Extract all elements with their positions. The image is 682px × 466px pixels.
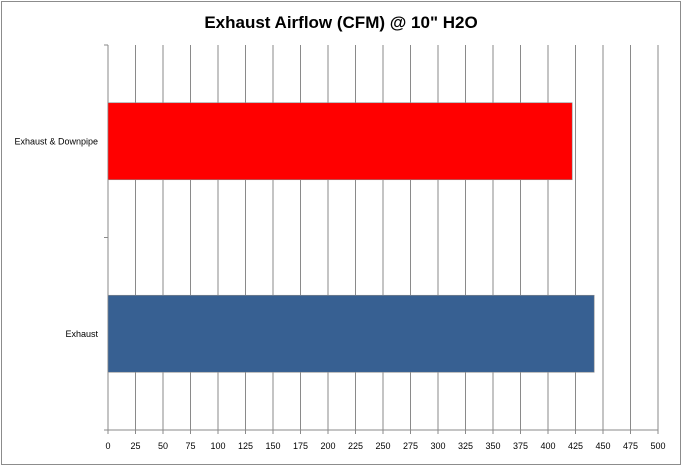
x-tick-label: 200 <box>320 441 335 451</box>
chart-title: Exhaust Airflow (CFM) @ 10" H2O <box>204 13 478 32</box>
x-tick-label: 100 <box>210 441 225 451</box>
x-tick-label: 350 <box>485 441 500 451</box>
x-tick-label: 375 <box>513 441 528 451</box>
x-tick-label: 225 <box>348 441 363 451</box>
x-tick-label: 150 <box>265 441 280 451</box>
x-tick-label: 75 <box>185 441 195 451</box>
x-tick-label: 425 <box>568 441 583 451</box>
x-tick-label: 0 <box>105 441 110 451</box>
bar <box>107 102 573 181</box>
bar <box>107 294 595 373</box>
x-tick-label: 325 <box>458 441 473 451</box>
category-label: Exhaust <box>65 329 98 339</box>
x-tick-label: 50 <box>158 441 168 451</box>
x-tick-label: 175 <box>293 441 308 451</box>
category-label: Exhaust & Downpipe <box>14 136 98 146</box>
x-tick-label: 275 <box>403 441 418 451</box>
x-tick-label: 450 <box>595 441 610 451</box>
x-tick-label: 25 <box>130 441 140 451</box>
x-tick-label: 500 <box>650 441 665 451</box>
x-tick-label: 250 <box>375 441 390 451</box>
x-tick-label: 300 <box>430 441 445 451</box>
x-tick-label: 475 <box>623 441 638 451</box>
x-tick-label: 400 <box>540 441 555 451</box>
x-tick-label: 125 <box>238 441 253 451</box>
